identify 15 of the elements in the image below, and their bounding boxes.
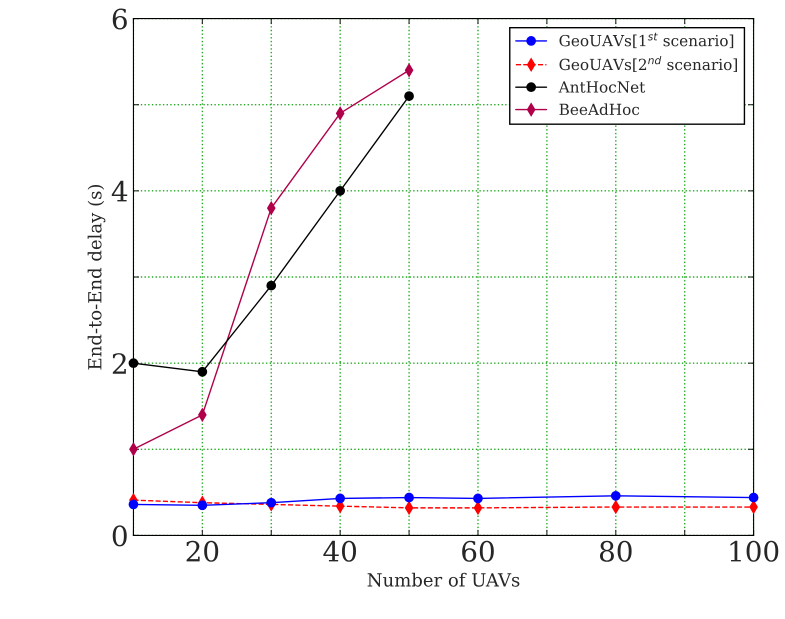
y-tick-label: 2: [112, 353, 126, 374]
legend-label: GeoUAVs[1$^{st}$ scenario]: [560, 32, 734, 48]
y-tick-label: 4: [112, 180, 128, 202]
x-tick-label: 20: [186, 540, 218, 562]
legend-label: BeeAdHoc: [560, 103, 640, 116]
x-tick-label: 40: [323, 540, 356, 562]
x-tick-label: 100: [730, 540, 778, 562]
x-axis-title: Number of UAVs: [368, 572, 520, 587]
y-axis-title: End-to-End delay (s): [88, 184, 106, 370]
legend-label: AntHocNet: [558, 81, 646, 93]
y-tick-label: 6: [112, 8, 127, 30]
x-tick-label: 80: [600, 540, 632, 562]
legend-label: GeoUAVs[2$^{nd}$ scenario]: [560, 56, 737, 72]
y-tick-label: 0: [112, 525, 127, 546]
x-tick-label: 60: [462, 540, 494, 562]
